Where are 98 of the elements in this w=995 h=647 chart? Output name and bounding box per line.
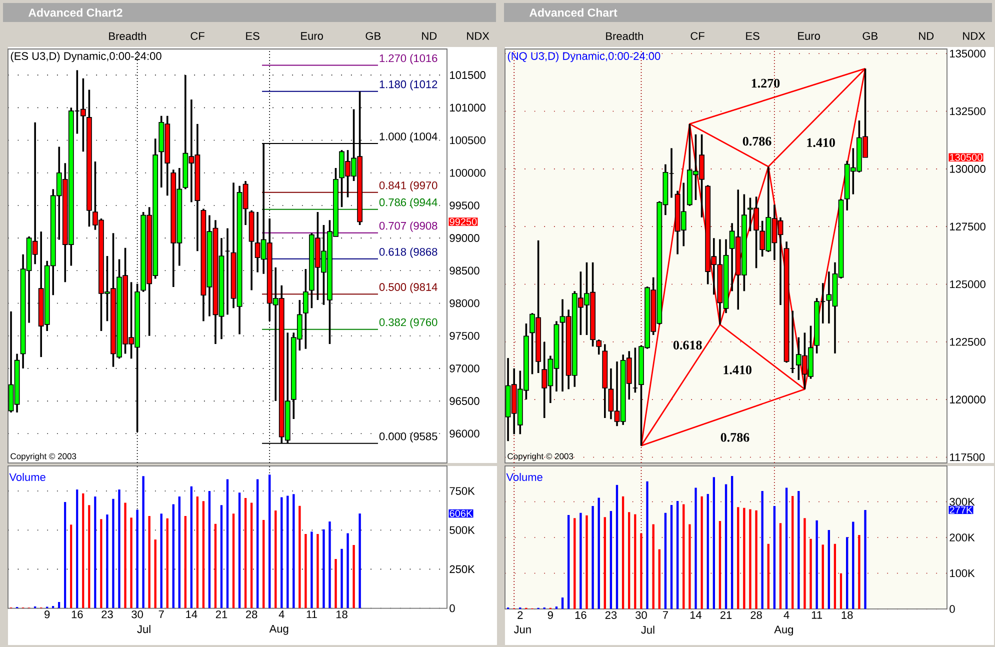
text: Volume (506, 472, 542, 482)
text: Jul (137, 624, 150, 634)
text: GB (366, 32, 381, 40)
text: ND (919, 32, 934, 40)
y-tick-label: 101500 (450, 71, 486, 79)
x-tick-label: 14 (186, 610, 198, 618)
x-tick-label: 9 (44, 610, 50, 618)
text: ES (246, 32, 260, 40)
annotation: 0.707 (9908 (379, 222, 438, 232)
y-tick-label: 100K (950, 569, 975, 578)
y-tick-label: 132500 (950, 107, 986, 116)
text: Volume (9, 472, 46, 482)
x-tick-label: 21 (216, 610, 228, 618)
y-tick-label: 117500 (950, 453, 985, 462)
x-tick-label: 4 (784, 611, 790, 619)
x-tick-label: 16 (72, 610, 83, 618)
x-tick-label: 30 (636, 611, 647, 619)
text: Aug (269, 624, 288, 635)
y-tick-label: 97000 (450, 364, 480, 372)
text: Euro (798, 32, 820, 40)
y-tick-label: 122500 (950, 338, 986, 346)
text: NDX (963, 32, 986, 40)
y-tick-label: 97500 (450, 332, 480, 340)
text: Euro (301, 32, 323, 40)
chart-subtitle: (NQ U3,D) Dynamic,0:00-24:00 (508, 52, 660, 62)
y-tick-label: 135000 (950, 50, 986, 58)
x-tick-label: 28 (246, 610, 258, 618)
y-tick-label: 100500 (450, 136, 486, 144)
series-label: 0.786 (742, 136, 772, 146)
text: 99250 (450, 218, 477, 226)
text: ND (422, 32, 437, 40)
annotation: 0.786 (9944 (379, 198, 438, 208)
text: Jun (514, 626, 531, 634)
x-tick-label: 23 (605, 611, 617, 619)
x-tick-label: 11 (306, 610, 317, 618)
y-tick-label: 100000 (450, 168, 486, 177)
text: Aug (774, 626, 794, 636)
text: NDX (467, 32, 490, 40)
y-tick-label: 98000 (450, 299, 480, 308)
x-tick-label: 9 (548, 611, 553, 619)
text: Jul (641, 626, 654, 634)
text: ES (746, 32, 760, 40)
x-tick-label: 7 (158, 610, 164, 618)
y-tick-label: 0 (950, 605, 955, 613)
y-tick-label: 120000 (950, 396, 986, 404)
x-tick-label: 18 (336, 610, 348, 618)
y-tick-label: 300K (950, 498, 975, 506)
series-label: 1.410 (807, 138, 835, 148)
text: 130500 (950, 154, 982, 161)
chart-title: Advanced Chart2 (28, 8, 122, 17)
x-tick-label: 2 (518, 611, 523, 619)
x-tick-label: 4 (278, 610, 284, 618)
annotation: Copyright © 2003 (508, 453, 574, 461)
chart-subtitle: (ES U3,D) Dynamic,0:00-24:00 (10, 52, 162, 62)
y-tick-label: 125000 (950, 280, 986, 288)
y-tick-label: 0 (450, 604, 455, 612)
chart-title: Advanced Chart (529, 8, 618, 17)
annotation: 1.270 (1016 (380, 54, 438, 64)
annotation: 0.618 (9868 (379, 248, 438, 258)
annotation: Copyright © 2003 (10, 453, 76, 461)
y-tick-label: 98500 (450, 266, 480, 275)
y-tick-label: 250K (450, 565, 475, 574)
series-label: 1.410 (724, 365, 752, 374)
x-tick-label: 28 (750, 611, 762, 619)
y-tick-label: 127500 (950, 222, 986, 230)
text: 277K (950, 506, 973, 514)
y-tick-label: 96000 (450, 430, 480, 438)
x-tick-label: 23 (102, 610, 113, 618)
x-tick-label: 21 (720, 611, 732, 619)
text: Breadth (109, 32, 146, 40)
annotation: 0.841 (9970 (379, 181, 438, 192)
annotation: 0.382 (9760 (379, 318, 438, 328)
text: Breadth (606, 32, 644, 40)
x-tick-label: 11 (812, 611, 822, 619)
y-tick-label: 130000 (950, 165, 986, 173)
x-tick-label: 30 (132, 610, 143, 618)
x-tick-label: 14 (690, 611, 702, 619)
text: CF (690, 32, 704, 40)
y-tick-label: 96500 (450, 397, 480, 405)
y-tick-label: 200K (950, 534, 975, 542)
x-tick-label: 7 (662, 611, 668, 619)
y-tick-label: 101000 (450, 104, 486, 112)
series-label: 1.270 (752, 78, 780, 88)
x-tick-label: 18 (842, 611, 853, 619)
annotation: 1.180 (1012 (380, 80, 438, 90)
y-tick-label: 99000 (450, 234, 480, 242)
y-tick-label: 99500 (450, 202, 480, 210)
annotation: 0.500 (9814 (379, 282, 438, 294)
y-tick-label: 750K (450, 487, 475, 495)
annotation: 0.000 (9585 (379, 432, 438, 442)
annotation: 1.000 (1004 (380, 132, 438, 143)
text: CF (190, 32, 204, 40)
series-label: 0.786 (720, 433, 750, 442)
series-label: 0.618 (673, 340, 702, 350)
text: GB (862, 32, 878, 40)
y-tick-label: 500K (450, 526, 475, 534)
text: 606K (450, 510, 473, 518)
x-tick-label: 16 (575, 611, 586, 619)
